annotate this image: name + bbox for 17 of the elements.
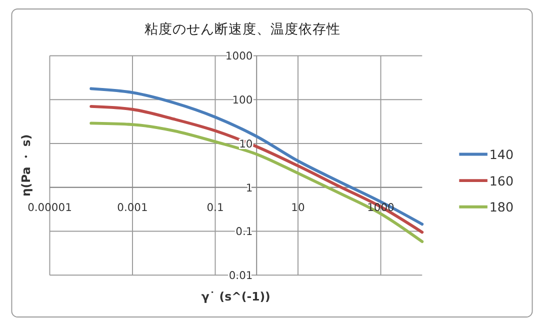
line-series (90, 87, 424, 226)
legend-label: 180 (489, 200, 514, 215)
line-series (90, 122, 424, 244)
y-tick-label: 0.01 (228, 269, 253, 282)
line-series (90, 104, 424, 234)
x-tick-label: 0.001 (117, 200, 148, 214)
legend-label: 140 (489, 147, 514, 162)
x-tick-label: 10 (291, 200, 305, 214)
y-tick-label: 0.1 (236, 225, 253, 238)
chart-title: 粘度のせん断速度、温度依存性 (144, 21, 341, 38)
x-axis-title: γ˙ (s^(-1)) (201, 289, 270, 304)
y-tick-label: 1000 (225, 50, 253, 63)
x-tick-label: 0.1 (206, 200, 224, 214)
y-axis-title: η(Pa ・ s) (19, 134, 34, 197)
y-tick-label: 100 (232, 94, 253, 107)
x-tick-label: 0.00001 (28, 200, 72, 214)
legend-label: 160 (489, 173, 514, 188)
